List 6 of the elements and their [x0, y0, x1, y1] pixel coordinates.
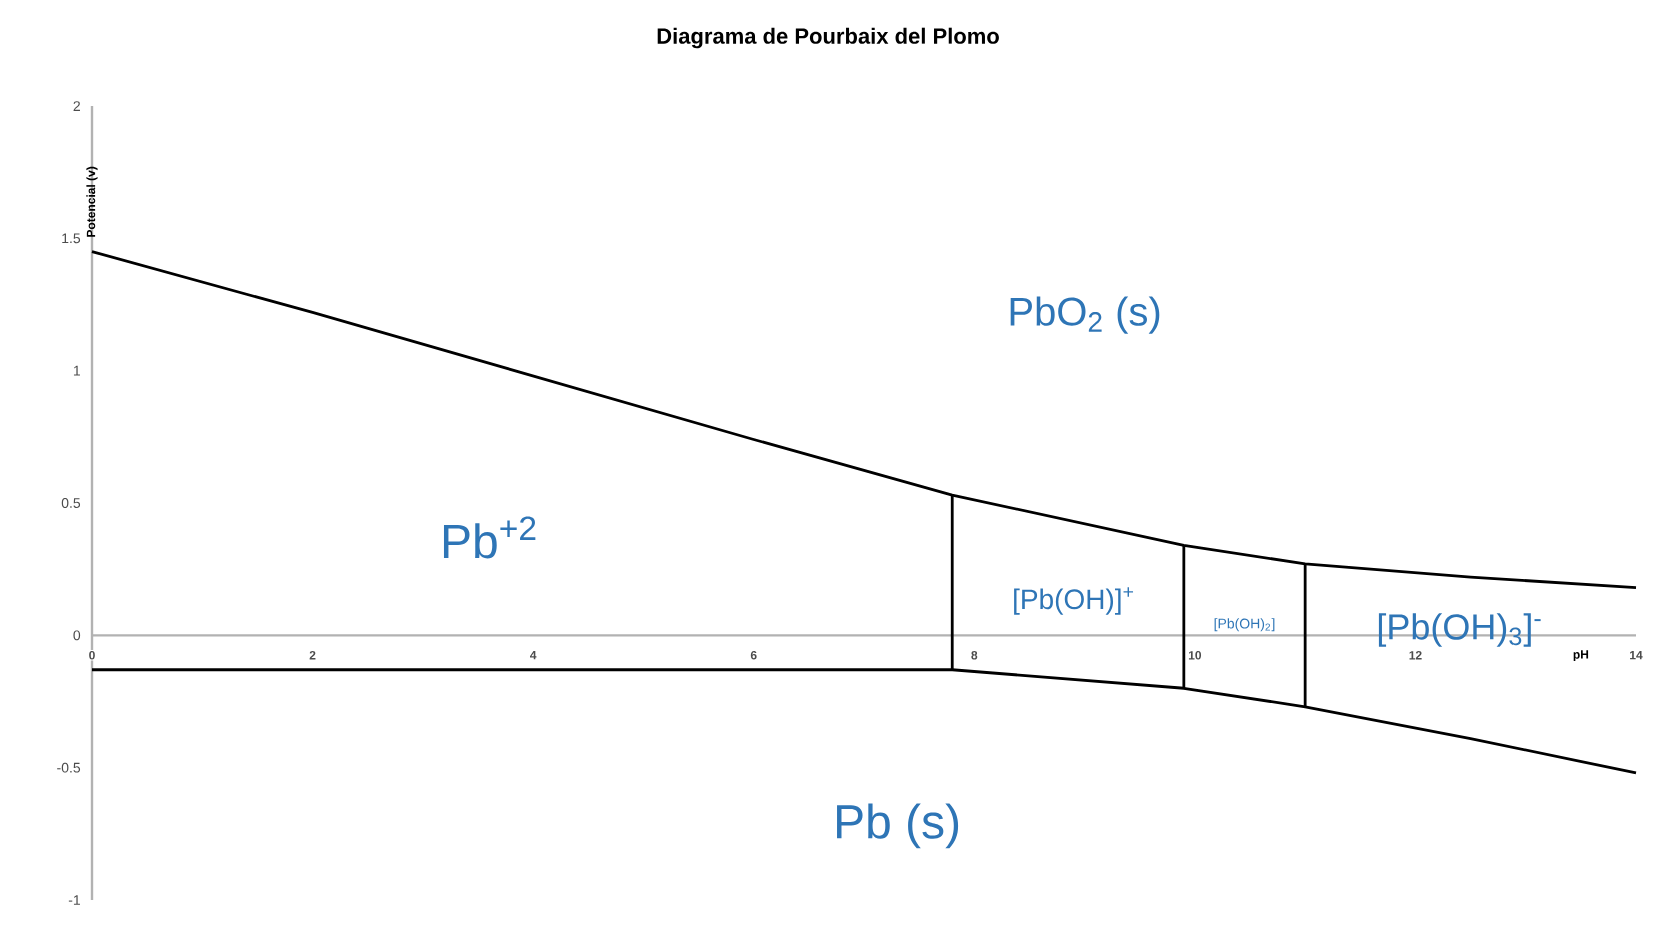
- annotation: [Pb(OH)]$^{+}$: [1014, 587, 1134, 615]
- annotation: [Pb(OH)$_{3}$]$^{-}$: [1378, 613, 1541, 647]
- annotation: Pb$^{+2}$: [443, 516, 536, 559]
- chart-title: Diagrama de Pourbaix del Plomo: [657, 27, 999, 49]
- annotation: Pb (s): [837, 803, 959, 849]
- annotation: PbO$_{2}$ (s): [1010, 296, 1160, 334]
